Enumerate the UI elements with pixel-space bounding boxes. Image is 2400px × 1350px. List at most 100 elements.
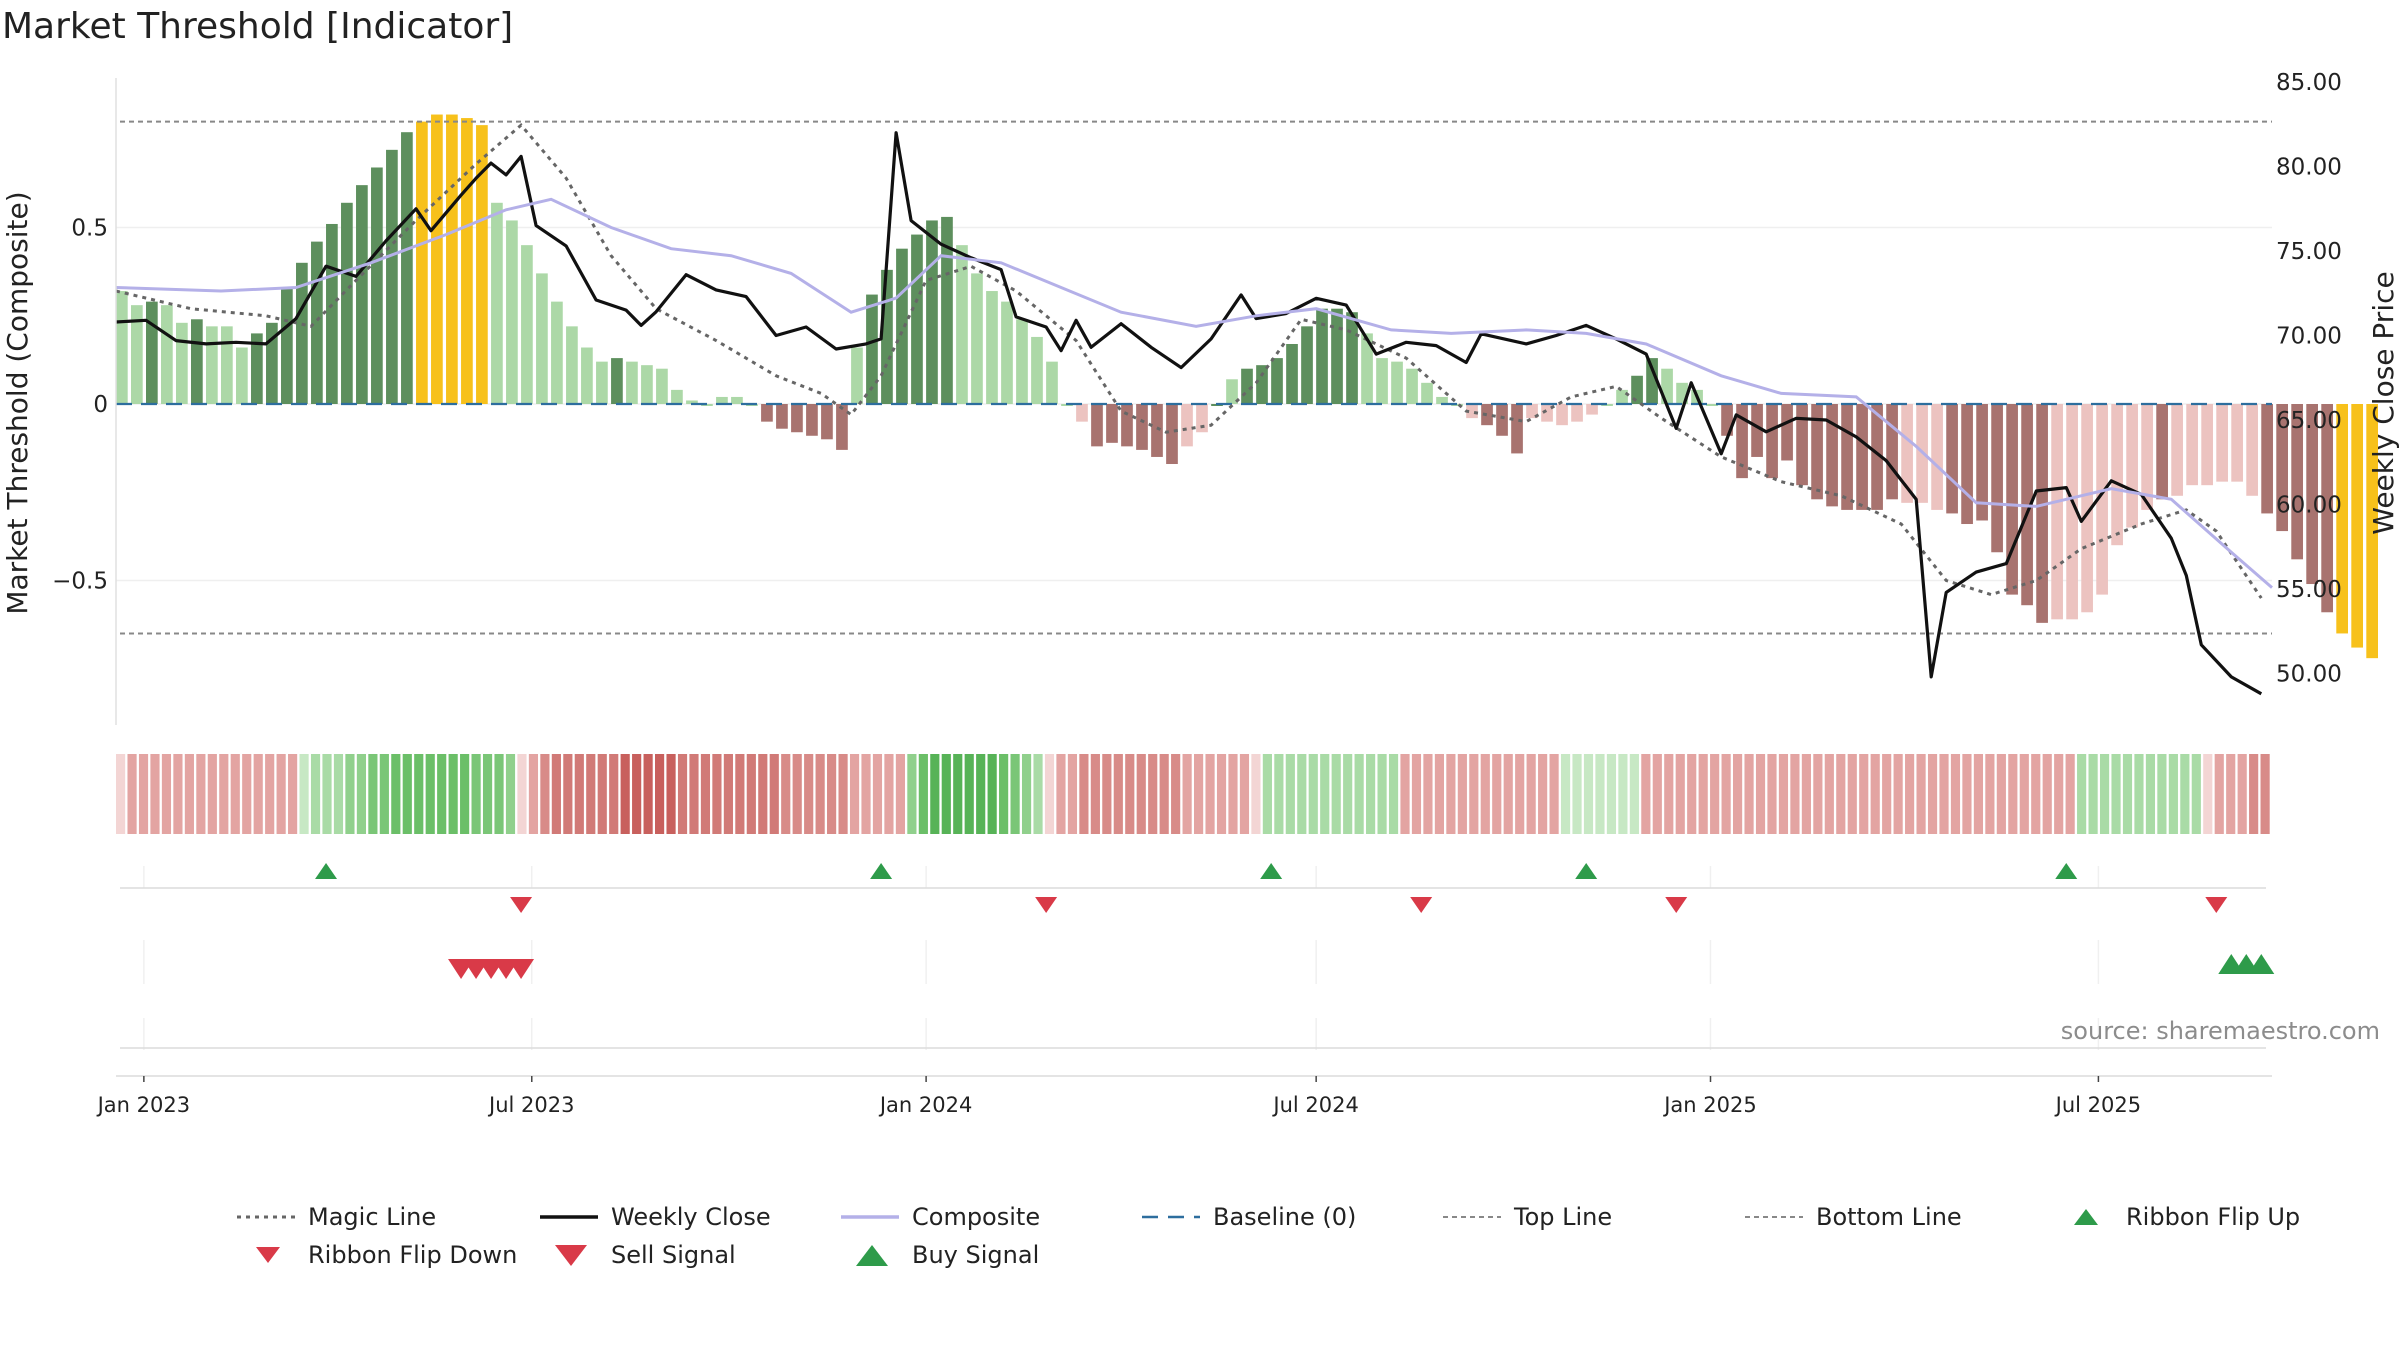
ribbon-cell (230, 754, 240, 834)
composite-bar (1001, 301, 1013, 404)
ribbon-cell (976, 754, 986, 834)
composite-bar (311, 241, 323, 404)
ribbon-cell (723, 754, 733, 834)
legend-label: Magic Line (308, 1203, 436, 1231)
ribbon-cell (792, 754, 802, 834)
ribbon-cell (1801, 754, 1811, 834)
legend-label: Baseline (0) (1213, 1203, 1356, 1231)
y2-tick-label: 85.00 (2276, 70, 2342, 96)
composite-bar (221, 326, 233, 404)
x-tick-label: Jul 2024 (1271, 1093, 1358, 1117)
ribbon-cell (677, 754, 688, 834)
composite-bar (386, 149, 398, 404)
composite-bar (206, 326, 218, 404)
ribbon-cell (494, 754, 504, 834)
ribbon-cell (1583, 754, 1594, 834)
ribbon-cell (2054, 754, 2064, 834)
ribbon-flip-down-marker (2205, 897, 2228, 913)
composite-bar (1136, 404, 1148, 450)
legend-item: Top Line (1443, 1203, 1612, 1231)
ribbon-cell (2042, 754, 2052, 834)
ribbon-cell (2134, 754, 2144, 834)
legend-item: Ribbon Flip Up (2074, 1203, 2300, 1231)
composite-bar (626, 361, 638, 404)
legend-label: Bottom Line (1816, 1203, 1962, 1231)
ribbon-cell (712, 754, 722, 834)
composite-bar (326, 223, 338, 404)
composite-bar (2171, 404, 2183, 496)
ribbon-cell (1778, 754, 1789, 834)
composite-bar (2306, 404, 2318, 585)
ribbon-cell (838, 754, 848, 834)
signal-rows (116, 863, 2275, 1077)
composite-bar (1541, 404, 1553, 422)
ribbon-cell (2157, 754, 2167, 834)
composite-bar (536, 273, 548, 404)
x-axis: Jan 2023 Jul 2023 Jan 2024 Jul 2024 Jan 2025… (96, 1076, 2141, 1117)
axes: 0.5 0 −0.5 85.00 80.00 75.00 70.00 65.00 60.00 55… (52, 70, 2342, 725)
ribbon-cell (127, 754, 137, 834)
ribbon-cell (1755, 754, 1766, 834)
ribbon-cell (1836, 754, 1846, 834)
ribbon-cell (655, 754, 665, 834)
ribbon-cell (700, 754, 711, 834)
ribbon-cell (1216, 754, 1227, 834)
ribbon-cell (746, 754, 756, 834)
ribbon-cell (150, 754, 160, 834)
ribbon-cell (116, 754, 126, 834)
ribbon-cell (1021, 754, 1032, 834)
composite-bar (911, 234, 923, 404)
composite-bar (1391, 361, 1403, 404)
ribbon-cell (1480, 754, 1490, 834)
composite-bar (896, 248, 908, 404)
composite-bar (2006, 404, 2018, 595)
ribbon-cell (781, 754, 791, 834)
ribbon-flip-up-marker (315, 863, 338, 879)
ribbon-cell (310, 754, 321, 834)
composite-bar (1046, 361, 1058, 404)
ribbon-cell (1847, 754, 1857, 834)
composite-bar (1361, 333, 1373, 404)
composite-bar (1091, 404, 1103, 447)
composite-bar (731, 396, 743, 404)
composite-bar (1031, 336, 1043, 404)
ribbon-cell (2226, 754, 2236, 834)
ribbon-cell (1882, 754, 1892, 834)
ribbon-cell (2203, 754, 2213, 834)
composite-bar (446, 114, 458, 404)
composite-bar (146, 301, 158, 404)
ribbon-cell (1354, 754, 1364, 834)
ribbon-cell (1606, 754, 1617, 834)
composite-bar (941, 216, 953, 404)
composite-bar (791, 404, 803, 433)
x-tick-label: Jul 2023 (487, 1093, 574, 1117)
ribbon-cell (1090, 754, 1100, 834)
ribbon-cell (1962, 754, 1972, 834)
ribbon-cell (1308, 754, 1318, 834)
ribbon-cell (1434, 754, 1444, 834)
y2-tick-label: 75.00 (2276, 239, 2342, 265)
ribbon-cell (930, 754, 940, 834)
composite-bar (656, 368, 668, 404)
ribbon-cell (563, 754, 573, 834)
ribbon-cell (1813, 754, 1823, 834)
composite-bar (836, 404, 848, 450)
sell-signal-marker (508, 959, 535, 979)
ribbon-cell (1675, 754, 1685, 834)
ribbon-cell (437, 754, 447, 834)
ribbon-cell (1056, 754, 1066, 834)
ribbon-cell (827, 754, 837, 834)
ribbon-cell (1044, 754, 1055, 834)
ribbon-cell (1102, 754, 1112, 834)
ribbon-cell (356, 754, 366, 834)
composite-bar (1556, 404, 1568, 426)
composite-bar (1346, 312, 1358, 404)
ribbon-cell (379, 754, 389, 834)
composite-bar (971, 273, 983, 404)
ribbon-cell (1618, 754, 1628, 834)
composite-bar (2366, 404, 2378, 659)
ribbon-cell (884, 754, 894, 834)
ribbon-cell (1549, 754, 1559, 834)
ribbon-cell (1492, 754, 1502, 834)
legend-label: Buy Signal (912, 1241, 1039, 1269)
